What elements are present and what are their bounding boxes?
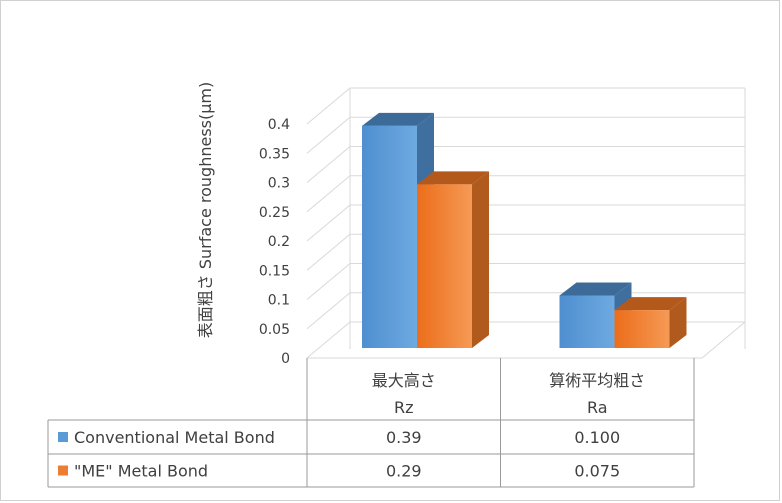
y-axis: 0 0.05 0.1 0.15 0.2 0.25 0.3 0.35 0.4 [259, 117, 290, 367]
gridline-diagonal [306, 146, 351, 183]
data-label: 0.100 [574, 428, 620, 447]
data-label: 0.29 [386, 462, 422, 481]
gridline-diagonal [306, 263, 351, 300]
legend-swatch [58, 432, 68, 442]
y-tick-label: 0.3 [268, 176, 290, 192]
floor-right-edge [701, 321, 746, 359]
legend-label: Conventional Metal Bond [74, 428, 275, 447]
y-tick-label: 0.4 [268, 117, 290, 133]
category-label: 算術平均粗さ [549, 371, 645, 390]
gridline-diagonal [306, 204, 351, 242]
bar-side [472, 171, 489, 348]
bar-top [559, 282, 632, 296]
y-tick-label: 0.05 [259, 322, 290, 338]
bar-top [614, 297, 687, 311]
bar [362, 125, 417, 348]
y-tick-label: 0.2 [268, 234, 290, 250]
category-label: 最大高さ [372, 371, 436, 390]
bar-side [669, 297, 687, 348]
legend-swatch [58, 465, 68, 476]
bar-top [362, 112, 434, 126]
data-label: 0.39 [386, 428, 422, 447]
category-sublabel: Ra [587, 398, 608, 417]
gridline-diagonal [306, 175, 351, 213]
bar [417, 184, 472, 348]
gridline-diagonal [306, 116, 351, 154]
y-tick-label: 0.35 [259, 146, 290, 162]
gridline-diagonal [306, 87, 351, 125]
y-tick-label: 0.15 [259, 263, 290, 279]
gridline-diagonal [306, 292, 351, 330]
y-tick-label: 0.1 [268, 293, 290, 309]
data-table: 最大高さ Rz 算術平均粗さ Ra Conventional Metal Bond 0.3… [47, 358, 695, 488]
legend-label: "ME" Metal Bond [74, 462, 208, 481]
category-sublabel: Rz [394, 398, 414, 417]
bar [614, 310, 670, 348]
gridline-diagonal [306, 233, 351, 271]
bar [559, 295, 615, 348]
bars [362, 112, 687, 348]
y-tick-label: 0 [281, 351, 290, 367]
data-label: 0.075 [574, 462, 620, 481]
y-axis-title: 表面粗さ Surface roughness(µm) [196, 82, 215, 339]
gridline-diagonal [306, 321, 351, 359]
y-tick-label: 0.25 [259, 205, 290, 221]
bar-top [417, 171, 489, 185]
